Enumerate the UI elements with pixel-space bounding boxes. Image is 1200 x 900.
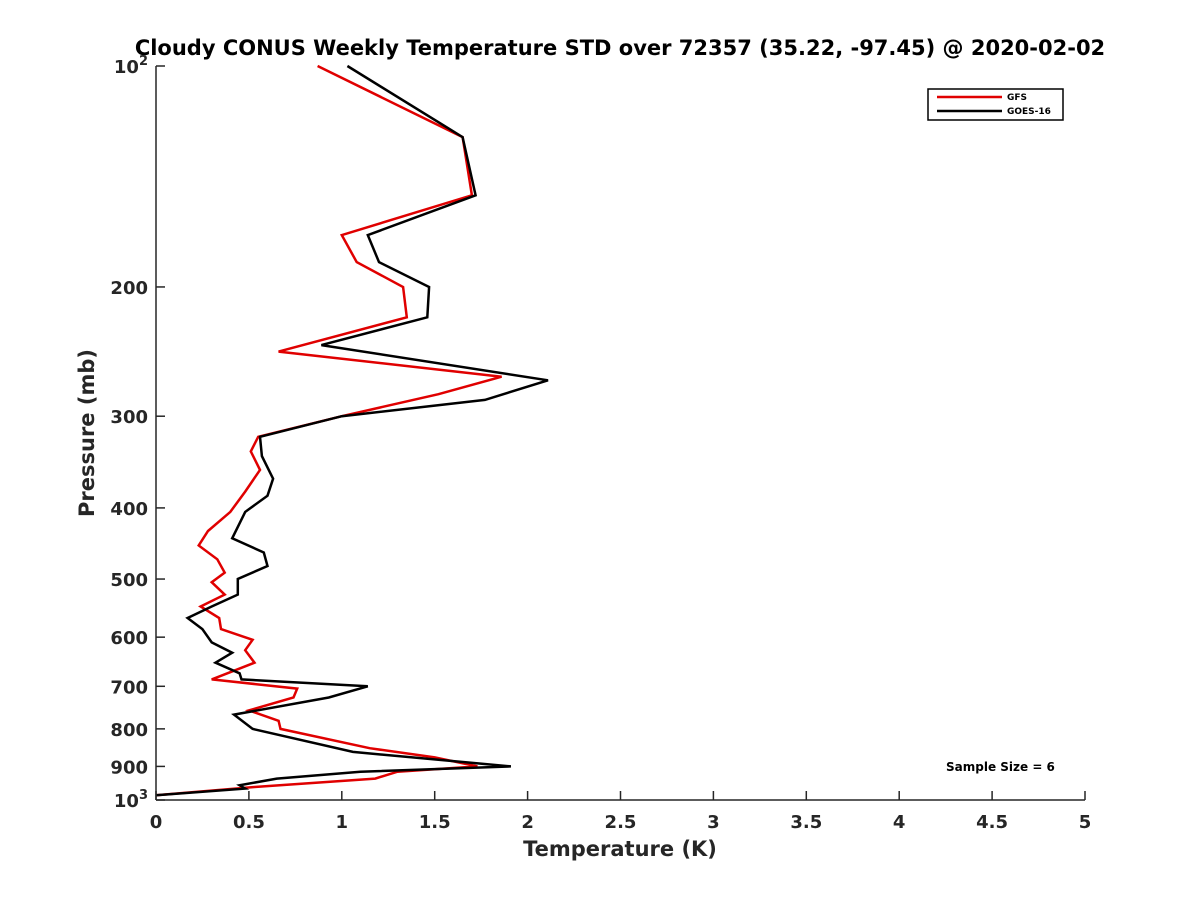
y-axis-ticks: 102 200 300 400 500 600 700 800 900 103 <box>110 54 165 812</box>
axes: 0 0.5 1 1.5 2 2.5 3 3.5 4 4.5 5 102 200 300 400 500 600… <box>110 54 1091 833</box>
y-tick-label: 700 <box>110 677 148 698</box>
x-tick-label: 2.5 <box>605 812 637 833</box>
y-tick-label: 500 <box>110 570 148 591</box>
y-tick-label: 103 <box>114 788 148 812</box>
legend-label-goes16: GOES-16 <box>1007 107 1051 117</box>
x-tick-label: 4.5 <box>976 812 1008 833</box>
x-tick-label: 0 <box>150 812 163 833</box>
x-tick-label: 1.5 <box>419 812 451 833</box>
y-tick-label: 800 <box>110 720 148 741</box>
sample-size-annotation: Sample Size = 6 <box>946 760 1055 774</box>
x-tick-label: 5 <box>1079 812 1092 833</box>
series-line-goes16 <box>155 64 549 797</box>
x-tick-label: 3.5 <box>790 812 822 833</box>
legend-label-gfs: GFS <box>1007 93 1027 103</box>
y-tick-label: 200 <box>110 278 148 299</box>
y-tick-label: 400 <box>110 499 148 520</box>
legend: GFS GOES-16 <box>927 88 1064 121</box>
y-tick-label: 900 <box>110 757 148 778</box>
x-axis-ticks: 0 0.5 1 1.5 2 2.5 3 3.5 4 4.5 5 <box>150 791 1092 833</box>
legend-box <box>927 88 1064 121</box>
x-tick-label: 2 <box>521 812 534 833</box>
x-tick-label: 0.5 <box>233 812 265 833</box>
plot-area <box>155 64 549 797</box>
x-tick-label: 3 <box>707 812 720 833</box>
series-line-gfs <box>155 64 502 797</box>
y-tick-label: 102 <box>114 54 148 78</box>
x-axis-label: Temperature (K) <box>523 837 717 861</box>
chart-title: Cloudy CONUS Weekly Temperature STD over… <box>135 36 1105 60</box>
y-tick-label: 600 <box>110 628 148 649</box>
x-tick-label: 4 <box>893 812 906 833</box>
y-tick-label: 300 <box>110 407 148 428</box>
x-tick-label: 1 <box>336 812 349 833</box>
y-axis-label: Pressure (mb) <box>75 349 99 517</box>
